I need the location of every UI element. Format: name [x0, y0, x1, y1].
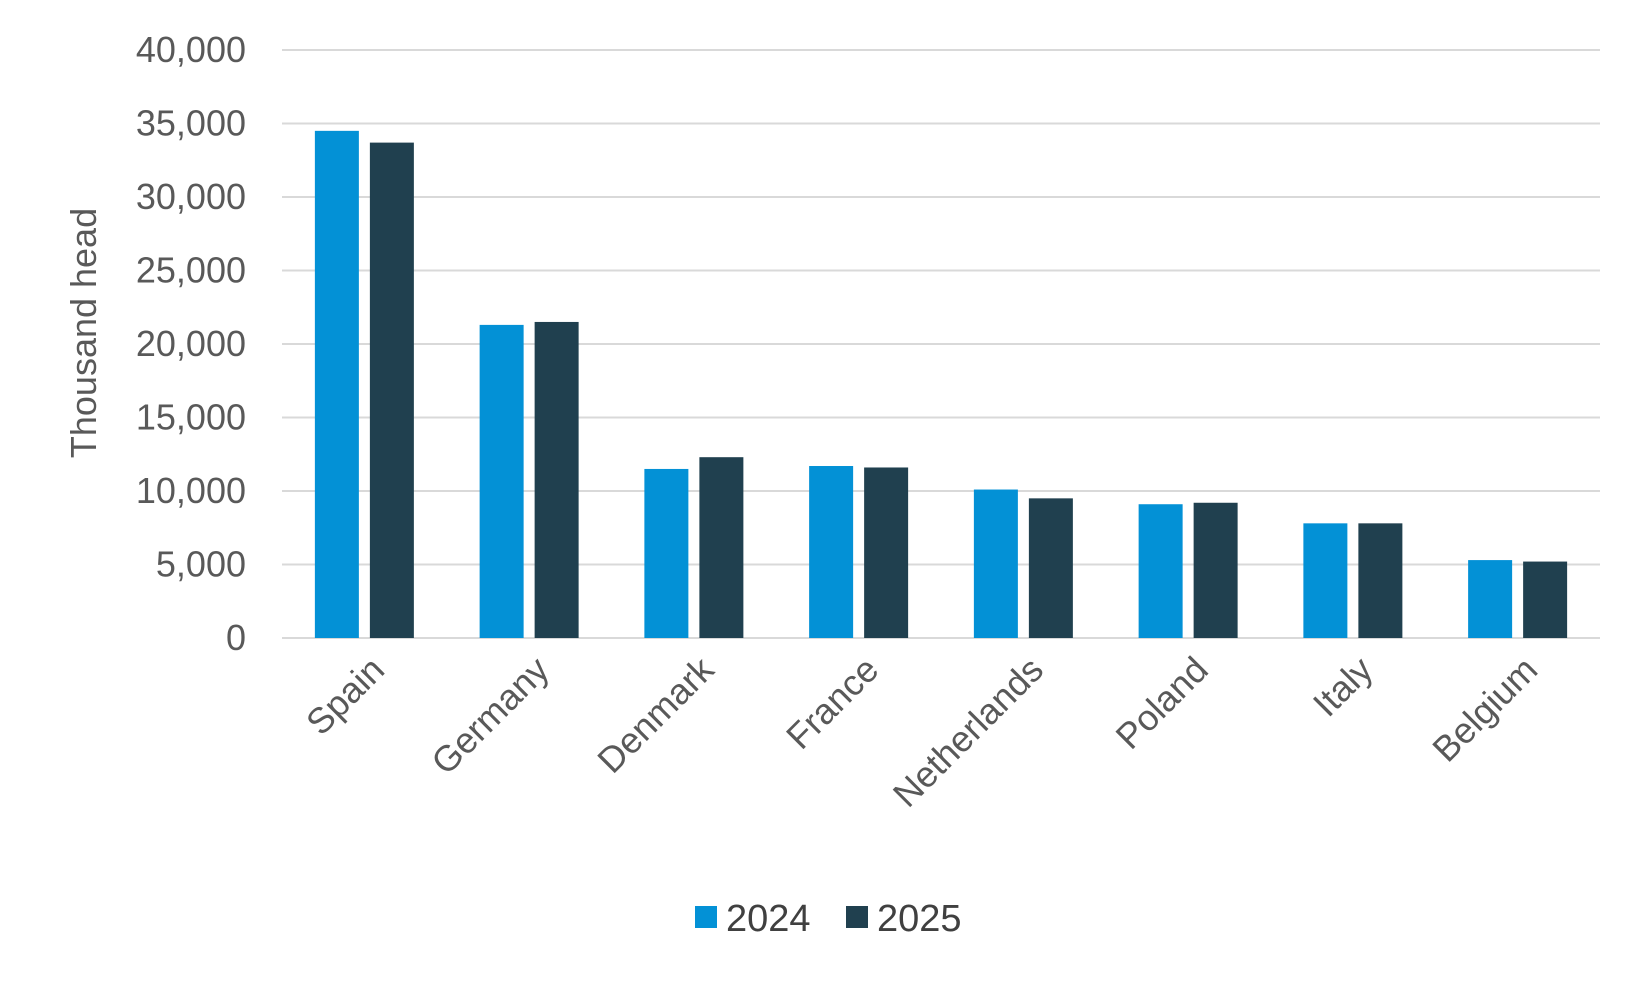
bar-denmark-2025 — [699, 457, 744, 638]
y-axis-ticks: 0 5,000 10,000 15,000 20,000 25,000 30,000 35,0… — [136, 29, 246, 658]
y-tick-label: 30,000 — [136, 176, 246, 217]
x-tick-label: Germany — [423, 649, 557, 783]
bar-spain-2025 — [369, 142, 414, 639]
bar-germany-2024 — [479, 324, 524, 638]
legend-label-2025: 2025 — [877, 898, 962, 940]
y-axis-title: Thousand head — [63, 208, 104, 458]
bar-spain-2024 — [314, 130, 359, 638]
bar-netherlands-2024 — [973, 489, 1018, 638]
x-tick-label: France — [778, 649, 886, 757]
legend: 2024 2025 — [695, 898, 962, 940]
bar-italy-2024 — [1303, 523, 1348, 638]
legend-swatch-2025 — [846, 906, 868, 928]
bar-germany-2025 — [534, 321, 579, 638]
y-tick-label: 35,000 — [136, 103, 246, 144]
bar-netherlands-2025 — [1028, 498, 1073, 638]
bar-france-2024 — [809, 466, 854, 638]
legend-swatch-2024 — [695, 906, 717, 928]
x-tick-label: Belgium — [1424, 649, 1545, 770]
bar-belgium-2025 — [1523, 561, 1568, 638]
y-tick-label: 25,000 — [136, 250, 246, 291]
y-tick-label: 0 — [226, 617, 246, 658]
bar-italy-2025 — [1358, 523, 1403, 638]
x-tick-label: Poland — [1108, 649, 1216, 757]
bars — [314, 130, 1568, 639]
legend-label-2024: 2024 — [726, 898, 811, 940]
bar-poland-2025 — [1193, 502, 1238, 638]
y-tick-label: 15,000 — [136, 397, 246, 438]
bar-denmark-2024 — [644, 468, 689, 638]
bar-france-2025 — [864, 467, 909, 638]
y-tick-label: 5,000 — [156, 544, 246, 585]
bar-belgium-2024 — [1468, 560, 1513, 638]
x-tick-label: Italy — [1305, 649, 1381, 725]
y-tick-label: 40,000 — [136, 29, 246, 70]
y-tick-label: 10,000 — [136, 470, 246, 511]
x-tick-label: Spain — [298, 649, 392, 743]
bar-poland-2024 — [1138, 504, 1183, 638]
x-tick-label: Netherlands — [885, 649, 1051, 815]
x-tick-label: Denmark — [589, 648, 722, 781]
y-tick-label: 20,000 — [136, 323, 246, 364]
